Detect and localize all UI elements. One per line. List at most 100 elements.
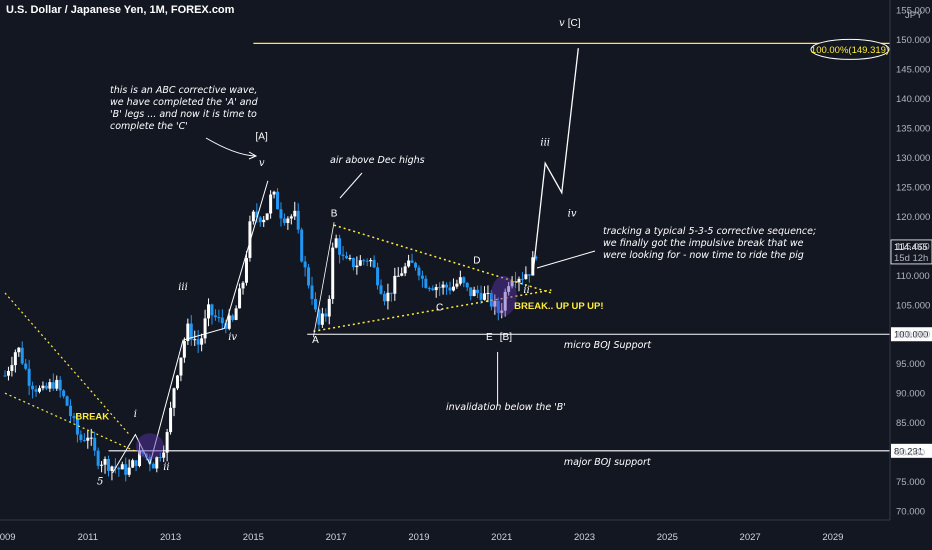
major-boj-support-price-box [891,443,932,458]
candle-body [93,437,97,451]
candle-body [196,339,200,345]
abc-note-arrow [205,137,256,157]
wave-label: v [259,158,265,169]
candle-body [482,293,486,300]
candle-body [324,313,328,317]
candle-body [334,238,338,248]
candle-body [13,352,17,366]
candle-body [200,338,204,345]
wave-label: ii [523,285,529,296]
candle-body [265,213,269,220]
candle-body [496,300,500,313]
x-tick-label: 2029 [822,532,843,543]
candle-body [351,257,355,268]
candle-body [524,274,528,279]
x-tick-label: 2013 [160,532,181,543]
candle-body [162,452,166,458]
candle-body [203,318,207,339]
candle-body [362,260,366,262]
y-tick-label: 105.000 [896,300,930,311]
candle-body [148,456,152,464]
candle-body [3,375,7,377]
projected-wave-line [532,48,579,276]
candle-body [503,291,507,311]
candle-body [276,191,280,210]
major-boj-support-note: major BOJ support [564,457,652,468]
wave-label: v [559,18,565,29]
candle-body [465,282,469,288]
wave-label: C [436,303,443,314]
abc-note-line: this is an ABC corrective wave, [110,85,257,96]
candle-body [227,315,231,329]
wave-label: [C] [568,18,581,29]
candle-body [248,221,252,258]
candle-body [400,273,404,276]
tracking-note-pointer [536,250,596,269]
candle-body [144,453,148,457]
candle-body [317,309,321,325]
candle-body [486,292,490,294]
candle-body [393,275,397,294]
candle-body [441,284,445,288]
wave-label: A [312,335,319,346]
candle-body [531,257,535,276]
break-circle-right [490,275,517,316]
break-circle-left [135,433,164,460]
candle-body [517,278,521,283]
candle-body [476,289,480,294]
candle-body [55,379,59,389]
candle-body [448,287,452,291]
micro-boj-support-price-text: 100.000 [894,330,928,341]
ab-line [313,222,335,338]
candle-body [410,260,414,263]
x-tick-label: 2027 [740,532,761,543]
abc-note-arrowhead [248,151,258,160]
candle-body [303,261,307,268]
candle-body [424,278,428,288]
wave-label: iii [178,282,188,293]
candle-body [455,283,459,287]
x-tick-label: 2011 [78,532,98,543]
x-tick-label: 2023 [574,532,595,543]
air-note-pointer [339,172,363,199]
candle-body [500,310,504,313]
candle-body [124,464,128,475]
x-tick-label: 2019 [408,532,429,543]
break-label-left: BREAK [75,412,109,423]
y-tick-label: 120.000 [896,212,930,223]
candle-body [231,315,235,320]
y-tick-label: 95.000 [896,359,925,370]
micro-boj-support-price-box [891,327,932,342]
candle-body [179,357,183,376]
candle-body [151,463,155,469]
invalidation-note: invalidation below the 'B' [446,402,566,413]
candle-body [289,216,293,219]
candle-body [300,229,304,262]
candle-body [269,194,273,214]
y-tick-label: 75.000 [896,477,925,488]
candle-body [62,390,66,397]
wave-label: ii [163,462,169,473]
candle-body [313,298,317,310]
candle-body [396,275,400,277]
channel-line-upper [4,292,130,435]
candle-body [310,285,314,299]
candle-body [279,209,283,219]
x-tick-label: 2015 [243,532,264,543]
candle-body [51,382,55,389]
candle-body [293,210,297,217]
candle-body [348,257,352,259]
wave-label: E [486,332,493,343]
candle-body [462,277,466,283]
candle-body [186,323,190,341]
candle-body [286,218,290,223]
micro-boj-support-note: micro BOJ Support [564,340,653,351]
candle-body [155,456,159,469]
abc-note-line: 'B' legs ... and now it is time to [110,109,257,120]
candle-body [379,285,383,294]
candle-body [158,456,162,458]
candle-body [262,219,266,223]
